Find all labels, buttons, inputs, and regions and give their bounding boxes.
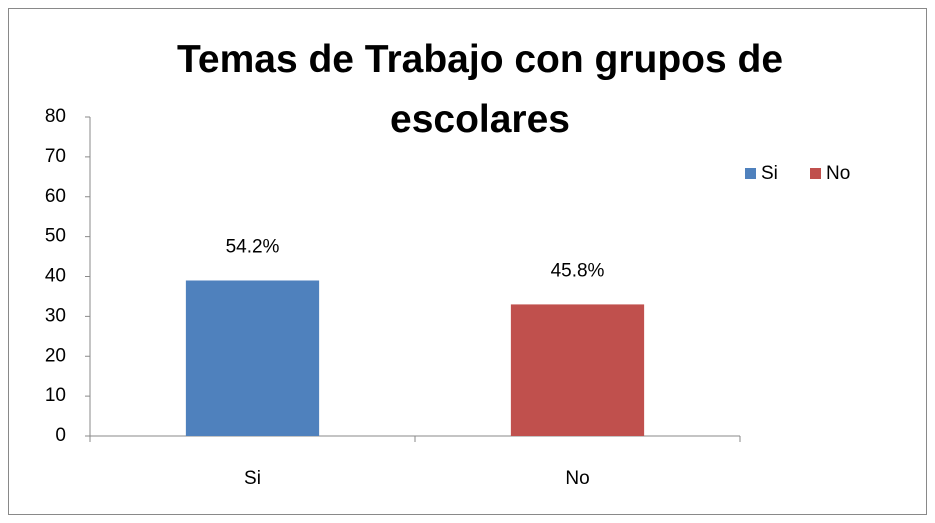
bar (185, 280, 320, 436)
legend-label: Si (761, 163, 778, 184)
legend-swatch (810, 168, 821, 179)
y-tick-label: 80 (45, 106, 66, 127)
y-tick-label: 50 (45, 226, 66, 247)
value-label: 54.2% (226, 237, 280, 258)
value-label: 45.8% (551, 260, 605, 281)
y-tick-label: 40 (45, 266, 66, 287)
y-tick-label: 20 (45, 345, 66, 366)
legend-label: No (826, 163, 850, 184)
bar (510, 304, 645, 436)
legend-swatch (745, 168, 756, 179)
y-tick-label: 0 (55, 425, 66, 446)
y-tick-label: 70 (45, 146, 66, 167)
y-tick-label: 30 (45, 305, 66, 326)
y-tick-label: 60 (45, 186, 66, 207)
chart-title: Temas de Trabajo con grupos de escolares (176, 38, 784, 141)
x-tick-label: Si (244, 468, 261, 489)
chart-frame (8, 8, 927, 515)
x-tick-label: No (565, 468, 589, 489)
y-tick-label: 10 (45, 385, 66, 406)
